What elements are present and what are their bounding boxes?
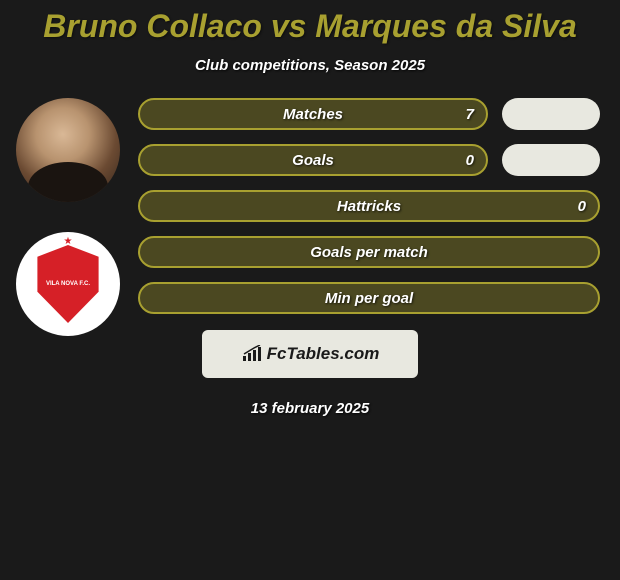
player-avatar bbox=[16, 98, 120, 202]
brand-logo-text: FcTables.com bbox=[267, 344, 380, 364]
chart-icon bbox=[241, 345, 263, 363]
page-title: Bruno Collaco vs Marques da Silva bbox=[0, 0, 620, 45]
stat-pill-left: Goals 0 bbox=[138, 144, 488, 176]
stat-value: 0 bbox=[578, 198, 586, 215]
stat-label: Matches bbox=[283, 106, 343, 123]
left-column: ★ VILA NOVA F.C. bbox=[8, 98, 128, 336]
stat-label: Hattricks bbox=[337, 198, 401, 215]
stat-pill-left: Matches 7 bbox=[138, 98, 488, 130]
stat-label: Goals bbox=[292, 152, 334, 169]
subtitle: Club competitions, Season 2025 bbox=[0, 57, 620, 74]
stat-label: Goals per match bbox=[310, 244, 428, 261]
club-badge: ★ VILA NOVA F.C. bbox=[16, 232, 120, 336]
stat-value: 7 bbox=[466, 106, 474, 123]
stats-bars: Matches 7 Goals 0 Hattricks 0 Goals per … bbox=[138, 98, 600, 314]
stat-label: Min per goal bbox=[325, 290, 413, 307]
stat-row: Goals 0 bbox=[138, 144, 600, 176]
date-text: 13 february 2025 bbox=[0, 400, 620, 417]
stat-pill-left: Hattricks 0 bbox=[138, 190, 600, 222]
stat-row: Hattricks 0 bbox=[138, 190, 600, 222]
stat-pill-left: Goals per match bbox=[138, 236, 600, 268]
brand-logo-box[interactable]: FcTables.com bbox=[202, 330, 418, 378]
stat-pill-right bbox=[502, 144, 600, 176]
stat-row: Min per goal bbox=[138, 282, 600, 314]
club-shield-text: VILA NOVA F.C. bbox=[46, 281, 90, 288]
stat-value: 0 bbox=[466, 152, 474, 169]
stat-row: Matches 7 bbox=[138, 98, 600, 130]
stat-pill-left: Min per goal bbox=[138, 282, 600, 314]
club-shield: VILA NOVA F.C. bbox=[34, 245, 102, 323]
content-area: ★ VILA NOVA F.C. Matches 7 Goals 0 Hattr… bbox=[0, 98, 620, 314]
stat-row: Goals per match bbox=[138, 236, 600, 268]
stat-pill-right bbox=[502, 98, 600, 130]
